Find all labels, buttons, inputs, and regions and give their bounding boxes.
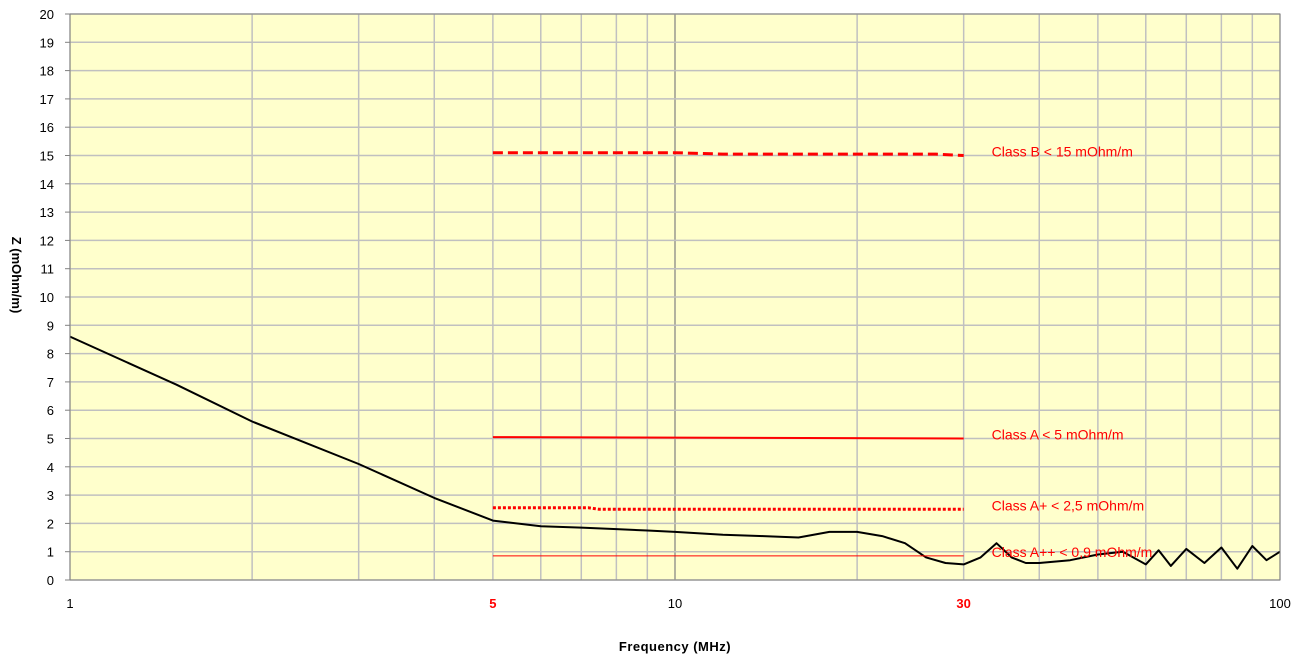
x-tick-label: 30 <box>956 596 970 611</box>
series-annotation: Class A++ < 0,9 mOhm/m <box>992 544 1153 560</box>
series-annotation: Class A+ < 2,5 mOhm/m <box>992 497 1145 513</box>
y-tick-label: 15 <box>40 149 54 164</box>
plot-area-border <box>69 13 1281 581</box>
series-line-2 <box>492 436 964 440</box>
y-tick-label: 5 <box>47 432 54 447</box>
series-line-3 <box>492 506 964 511</box>
y-tick-label: 16 <box>40 120 54 135</box>
y-tick-label: 10 <box>40 290 54 305</box>
y-tick-label: 18 <box>40 64 54 79</box>
y-tick-label: 17 <box>40 92 54 107</box>
x-axis-label: Frequency (MHz) <box>619 639 731 654</box>
y-tick-label: 3 <box>47 488 54 503</box>
x-tick-labels: 1 5 10 30 100 <box>66 596 1290 611</box>
x-tick-label: 5 <box>489 596 496 611</box>
y-tick-label: 6 <box>47 403 54 418</box>
y-tick-label: 13 <box>40 205 54 220</box>
y-tick-label: 19 <box>40 35 54 50</box>
y-tick-label: 4 <box>47 460 54 475</box>
y-tick-label: 14 <box>40 177 54 192</box>
series-line-0 <box>69 335 1281 570</box>
x-tick-label: 100 <box>1269 596 1291 611</box>
series-annotation: Class B < 15 mOhm/m <box>992 144 1133 160</box>
data-series <box>69 151 1281 570</box>
y-tick-label: 2 <box>47 516 54 531</box>
series-annotations: Class B < 15 mOhm/m Class A < 5 mOhm/m Cla… <box>992 144 1153 560</box>
grid-lines <box>65 13 1281 581</box>
y-tick-label: 20 <box>40 7 54 22</box>
x-tick-label: 1 <box>66 596 73 611</box>
y-tick-label: 11 <box>41 262 55 277</box>
series-annotation: Class A < 5 mOhm/m <box>992 427 1124 443</box>
y-tick-label: 1 <box>47 545 54 560</box>
series-line-1 <box>492 151 964 157</box>
y-tick-label: 8 <box>47 347 54 362</box>
x-tick-label: 10 <box>668 596 682 611</box>
y-tick-label: 9 <box>47 318 54 333</box>
y-axis-label: Z (mOhm/m) <box>9 237 24 314</box>
y-tick-label: 0 <box>47 573 54 588</box>
y-tick-label: 12 <box>40 233 54 248</box>
y-tick-label: 7 <box>47 375 54 390</box>
